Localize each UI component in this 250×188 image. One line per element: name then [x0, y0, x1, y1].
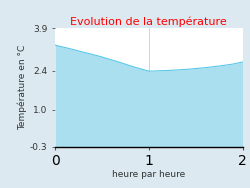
- X-axis label: heure par heure: heure par heure: [112, 170, 186, 179]
- Y-axis label: Température en °C: Température en °C: [18, 45, 27, 130]
- Title: Evolution de la température: Evolution de la température: [70, 17, 227, 27]
